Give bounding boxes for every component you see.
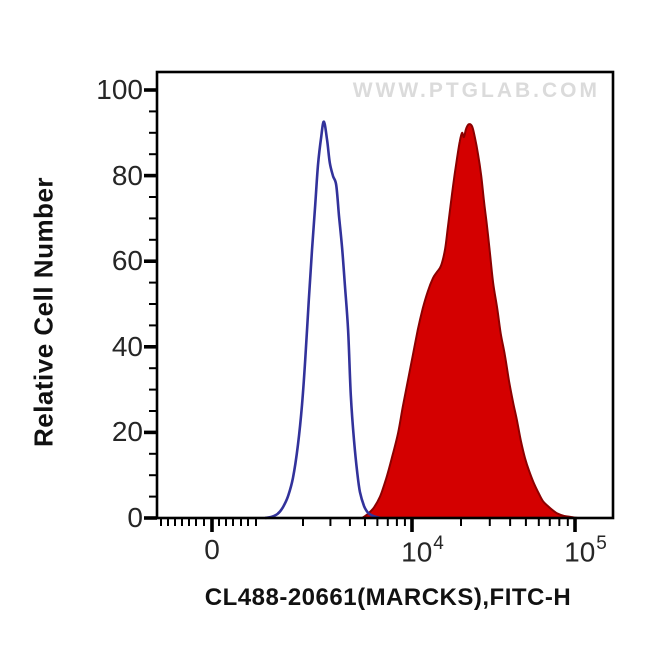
sample-histogram-outline (361, 123, 579, 519)
y-tick-label: 20 (111, 416, 143, 448)
sample-histogram-fill (362, 124, 578, 518)
x-tick-label: 105 (564, 533, 607, 568)
x-tick-label: 0 (204, 534, 220, 565)
x-axis-title: CL488-20661(MARCKS),FITC-H (204, 584, 572, 611)
control-histogram-outline (264, 120, 381, 520)
y-tick-label: 0 (127, 502, 143, 533)
y-tick-label: 40 (111, 330, 143, 362)
y-axis-title: Relative Cell Number (28, 176, 59, 448)
x-tick-label: 104 (401, 533, 444, 568)
watermark: WWW.PTGLAB.COM (352, 79, 600, 102)
y-tick-label: 80 (111, 159, 143, 191)
plot-frame (155, 70, 615, 520)
y-tick-label: 60 (111, 245, 143, 277)
y-tick-label: 100 (96, 74, 143, 105)
